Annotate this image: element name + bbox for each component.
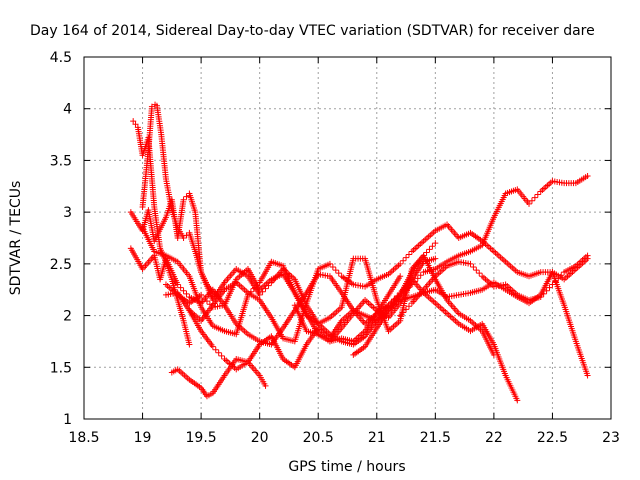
data-point — [426, 246, 433, 253]
data-point — [537, 293, 544, 300]
data-point — [177, 284, 184, 291]
data-point — [540, 290, 547, 297]
x-tick-label: 19.5 — [186, 430, 217, 446]
x-tick-label: 20 — [251, 430, 269, 446]
x-tick-label: 18.5 — [68, 430, 99, 446]
data-point — [403, 254, 410, 261]
data-point — [432, 255, 439, 262]
data-point — [186, 341, 193, 348]
data-point — [329, 263, 336, 270]
data-point — [180, 196, 187, 203]
chart-title: Day 164 of 2014, Sidereal Day-to-day VTE… — [30, 23, 595, 39]
data-point — [215, 349, 222, 356]
data-point — [467, 260, 474, 267]
data-point — [555, 275, 562, 282]
data-point — [332, 267, 339, 274]
y-axis-label: SDTVAR / TECUs — [8, 181, 24, 296]
data-point — [148, 103, 155, 110]
data-point — [405, 303, 412, 310]
data-point — [198, 291, 205, 298]
data-point — [526, 200, 533, 207]
y-tick-label: 3.5 — [50, 153, 72, 169]
data-point — [414, 275, 421, 282]
data-point — [256, 291, 263, 298]
data-point — [250, 285, 257, 292]
data-point — [397, 260, 404, 267]
data-point — [180, 287, 187, 294]
data-point — [549, 281, 556, 288]
data-point — [531, 194, 538, 201]
data-points — [127, 101, 591, 404]
data-point — [528, 197, 535, 204]
data-point — [132, 121, 139, 128]
y-tick-label: 4 — [63, 102, 72, 118]
data-point — [212, 346, 219, 353]
data-point — [397, 312, 404, 319]
data-point — [218, 352, 225, 359]
data-point — [552, 278, 559, 285]
x-tick-label: 21 — [368, 430, 386, 446]
data-point — [183, 290, 190, 297]
y-tick-label: 2.5 — [50, 257, 72, 273]
y-tick-label: 1 — [63, 412, 72, 428]
data-point — [417, 272, 424, 279]
data-point — [262, 382, 269, 389]
data-point — [423, 249, 430, 256]
data-point — [432, 240, 439, 247]
y-tick-label: 3 — [63, 205, 72, 221]
series-track-2 — [139, 101, 222, 300]
x-axis-label: GPS time / hours — [288, 459, 405, 475]
data-point — [326, 260, 333, 267]
x-tick-label: 22 — [485, 430, 503, 446]
y-tick-label: 1.5 — [50, 360, 72, 376]
data-point — [183, 193, 190, 200]
data-point — [183, 232, 190, 239]
plot-frame — [83, 56, 612, 420]
x-tick-labels: 18.5 19 19.5 20 20.5 21 21.5 22 22.5 23 — [68, 430, 620, 446]
data-point — [476, 270, 483, 277]
data-point — [584, 172, 591, 179]
data-point — [400, 309, 407, 316]
data-point — [534, 191, 541, 198]
data-point — [584, 252, 591, 259]
data-point — [209, 343, 216, 350]
data-point — [514, 397, 521, 404]
axis-ticks — [83, 56, 612, 420]
data-point — [429, 243, 436, 250]
series-track-12 — [397, 252, 591, 319]
data-point — [201, 294, 208, 301]
y-tick-label: 2 — [63, 309, 72, 325]
x-tick-label: 21.5 — [420, 430, 451, 446]
y-tick-label: 4.5 — [50, 50, 72, 66]
data-point — [546, 284, 553, 291]
data-point — [180, 235, 187, 241]
data-point — [174, 281, 181, 288]
data-point — [400, 257, 407, 264]
data-point — [206, 301, 213, 308]
data-point — [203, 298, 210, 305]
data-point — [411, 278, 418, 285]
data-point — [470, 263, 477, 270]
data-point — [405, 251, 412, 258]
data-point — [408, 281, 415, 288]
data-point — [543, 287, 550, 294]
data-point — [473, 267, 480, 274]
grid-lines — [84, 57, 611, 419]
data-point — [397, 273, 404, 280]
x-tick-label: 20.5 — [303, 430, 334, 446]
data-point — [335, 270, 342, 277]
data-point — [584, 372, 591, 379]
data-point — [403, 306, 410, 313]
data-point — [130, 118, 137, 125]
y-tick-labels: 1 1.5 2 2.5 3 3.5 4 4.5 — [50, 50, 72, 428]
data-point — [558, 272, 565, 279]
x-tick-label: 23 — [602, 430, 620, 446]
x-tick-label: 22.5 — [537, 430, 568, 446]
x-tick-label: 19 — [134, 430, 152, 446]
